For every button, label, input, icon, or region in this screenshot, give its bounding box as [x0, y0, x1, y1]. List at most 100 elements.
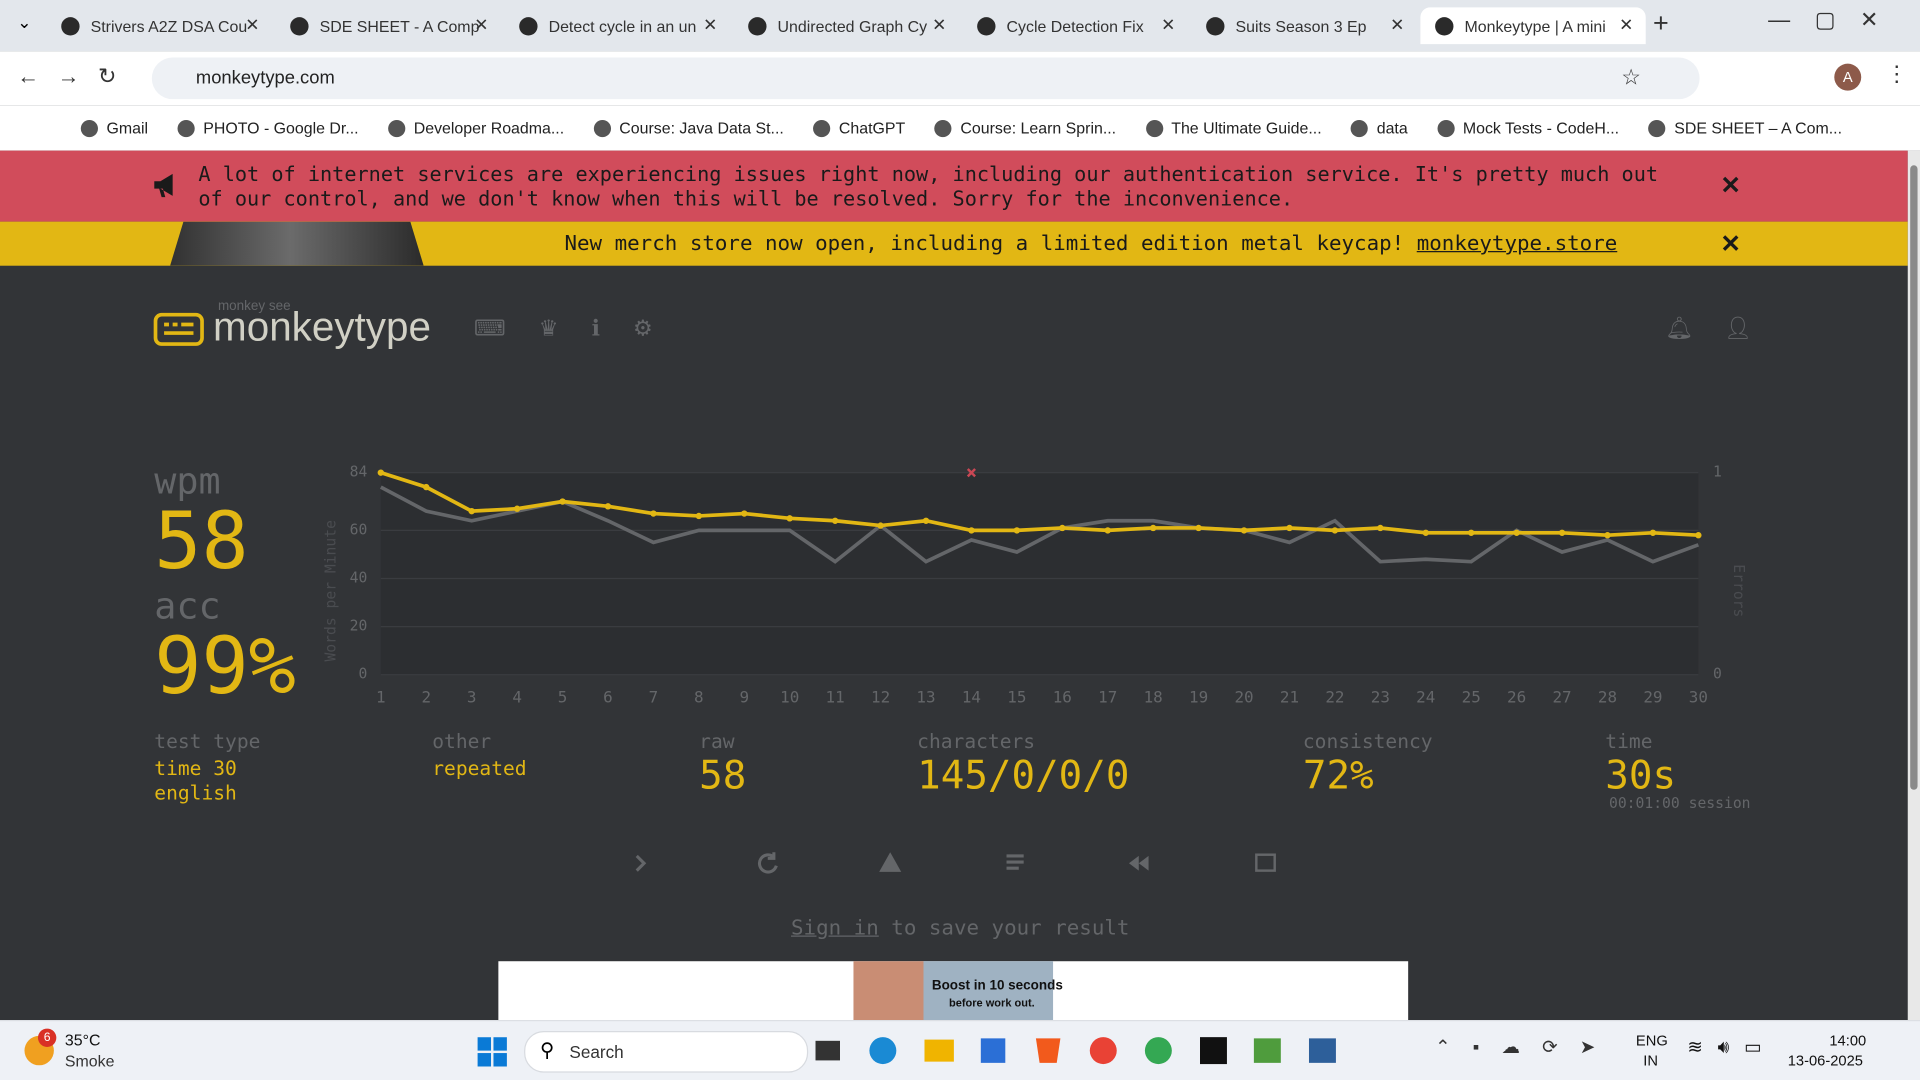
close-alert[interactable]: ✕ — [1720, 172, 1741, 200]
pinned-apps[interactable] — [813, 1033, 1352, 1070]
ad-banner[interactable]: Boost in 10 seconds before work out. — [498, 961, 1409, 1021]
x-tick-label: 19 — [1189, 687, 1208, 706]
bookmark[interactable]: SDE SHEET – A Com... — [1648, 118, 1843, 138]
stat-value: time 30 — [154, 756, 237, 781]
bookmark-icon — [388, 119, 406, 137]
series-point — [559, 498, 566, 505]
x-tick-label: 22 — [1325, 687, 1344, 706]
x-tick-label: 24 — [1416, 687, 1435, 706]
tab-search[interactable]: ⌄ — [17, 12, 32, 32]
account-icons[interactable]: 🔔︎ 👤︎ — [1665, 315, 1752, 341]
series-point — [695, 512, 703, 520]
x-tick-label: 8 — [694, 687, 704, 706]
x-tick-label: 12 — [871, 687, 890, 706]
series-point — [423, 483, 430, 491]
omnibox[interactable]: monkeytype.com ☆ — [151, 57, 1700, 100]
bookmark[interactable]: Gmail — [80, 118, 149, 138]
tab[interactable]: Strivers A2Z DSA Cou ✕ — [47, 7, 272, 44]
tab-close[interactable]: ✕ — [932, 14, 947, 35]
lang: ENG — [1635, 1032, 1668, 1050]
tray-icons[interactable]: ⌃ ▪ ☁ ⟳ ➤ — [1435, 1037, 1596, 1058]
series-point — [1604, 532, 1611, 539]
stat-value: repeated — [432, 756, 527, 781]
bookmark-label: Course: Learn Sprin... — [960, 118, 1117, 138]
window-controls[interactable]: — ▢ ✕ — [1768, 7, 1879, 32]
search-box[interactable]: ⚲ Search — [524, 1031, 809, 1073]
bookmark[interactable]: ChatGPT — [813, 119, 905, 137]
merch-message: New merch store now open, including a li… — [564, 231, 1405, 256]
bookmark[interactable]: PHOTO - Google Dr... — [177, 119, 359, 137]
scrollbar[interactable] — [1907, 150, 1920, 1021]
bookmark[interactable]: Developer Roadma... — [388, 119, 564, 137]
x-tick-label: 21 — [1280, 687, 1299, 706]
logo-tagline: monkey see — [217, 298, 291, 314]
merch-link[interactable]: monkeytype.store — [1416, 231, 1618, 256]
x-tick-label: 30 — [1689, 687, 1708, 706]
bookmark[interactable]: data — [1351, 119, 1408, 137]
address-row: ← → ↻ monkeytype.com ☆ A ⋮ — [0, 51, 1920, 106]
bookmark[interactable]: The Ultimate Guide... — [1145, 119, 1322, 137]
tab-close[interactable]: ✕ — [703, 14, 718, 35]
x-tick-label: 6 — [603, 687, 613, 706]
tab[interactable]: Monkeytype | A mini ✕ — [1420, 7, 1646, 45]
new-tab[interactable]: + — [1653, 7, 1669, 38]
nav-icons[interactable]: ⌨ ♛ ℹ ⚙ — [473, 315, 653, 341]
bookmark[interactable]: Mock Tests - CodeH... — [1437, 119, 1619, 137]
bookmark[interactable]: Course: Learn Sprin... — [934, 118, 1117, 138]
tab-close[interactable]: ✕ — [1619, 14, 1634, 35]
close-merch[interactable]: ✕ — [1720, 231, 1741, 259]
series-point — [922, 517, 930, 524]
bookmark-icon — [813, 119, 831, 137]
tab-close[interactable]: ✕ — [474, 14, 489, 35]
series-point — [1558, 529, 1566, 536]
stat-value: 145/0/0/0 — [917, 751, 1130, 799]
tab[interactable]: Cycle Detection Fix ✕ — [962, 7, 1187, 44]
x-tick-label: 2 — [421, 687, 431, 706]
tab-close[interactable]: ✕ — [1390, 14, 1405, 35]
y-tick-label: 20 — [350, 618, 368, 635]
bookmark-label: ChatGPT — [838, 118, 906, 138]
bookmark[interactable]: Course: Java Data St... — [593, 119, 784, 137]
sign-in-line: Sign in to save your result — [791, 916, 1129, 940]
bookmark-label: Developer Roadma... — [413, 118, 565, 138]
x-tick-label: 9 — [739, 687, 749, 706]
merch-image — [170, 221, 424, 266]
tab[interactable]: Suits Season 3 Ep ✕ — [1191, 7, 1416, 44]
series-point — [1195, 524, 1202, 532]
bookmark-label: data — [1376, 118, 1408, 138]
sign-in-link[interactable]: Sign in — [791, 915, 879, 941]
bookmark-label: SDE SHEET – A Com... — [1674, 118, 1843, 138]
tab-title: SDE SHEET - A Comp — [319, 16, 480, 35]
nav-buttons[interactable]: ← → ↻ — [17, 63, 117, 89]
menu[interactable]: ⋮ — [1885, 61, 1908, 86]
tab-icon — [748, 17, 767, 36]
tab[interactable]: Undirected Graph Cy ✕ — [733, 7, 958, 44]
x-tick-label: 11 — [826, 687, 845, 706]
profile[interactable]: A — [1834, 63, 1862, 91]
tab-title: Detect cycle in an un — [548, 16, 697, 35]
series-point — [831, 517, 839, 524]
x-tick-label: 25 — [1462, 687, 1481, 706]
bookmark-icon — [80, 119, 98, 137]
series-line — [379, 485, 1700, 564]
series-point — [1422, 529, 1429, 536]
y2-tick-label: 1 — [1713, 464, 1722, 481]
y-tick-label: 0 — [359, 666, 368, 683]
start-button[interactable] — [477, 1037, 507, 1067]
bookmark-star[interactable]: ☆ — [1621, 64, 1641, 90]
system-icons[interactable]: ≋ 🔊︎ ▭ — [1687, 1037, 1762, 1058]
tab-close[interactable]: ✕ — [1161, 14, 1176, 35]
series-point — [1104, 527, 1111, 534]
x-tick-label: 15 — [1007, 687, 1026, 706]
tab-close[interactable]: ✕ — [245, 14, 260, 35]
action-buttons[interactable] — [624, 849, 1285, 878]
weather-condition: Smoke — [64, 1051, 115, 1071]
series-point — [786, 515, 793, 522]
tab[interactable]: SDE SHEET - A Comp ✕ — [276, 7, 501, 44]
bookmark-label: Gmail — [106, 118, 149, 138]
bookmark-icon — [1145, 119, 1163, 137]
logo-text[interactable]: monkeytype — [213, 303, 431, 349]
tab[interactable]: Detect cycle in an un ✕ — [504, 7, 729, 44]
